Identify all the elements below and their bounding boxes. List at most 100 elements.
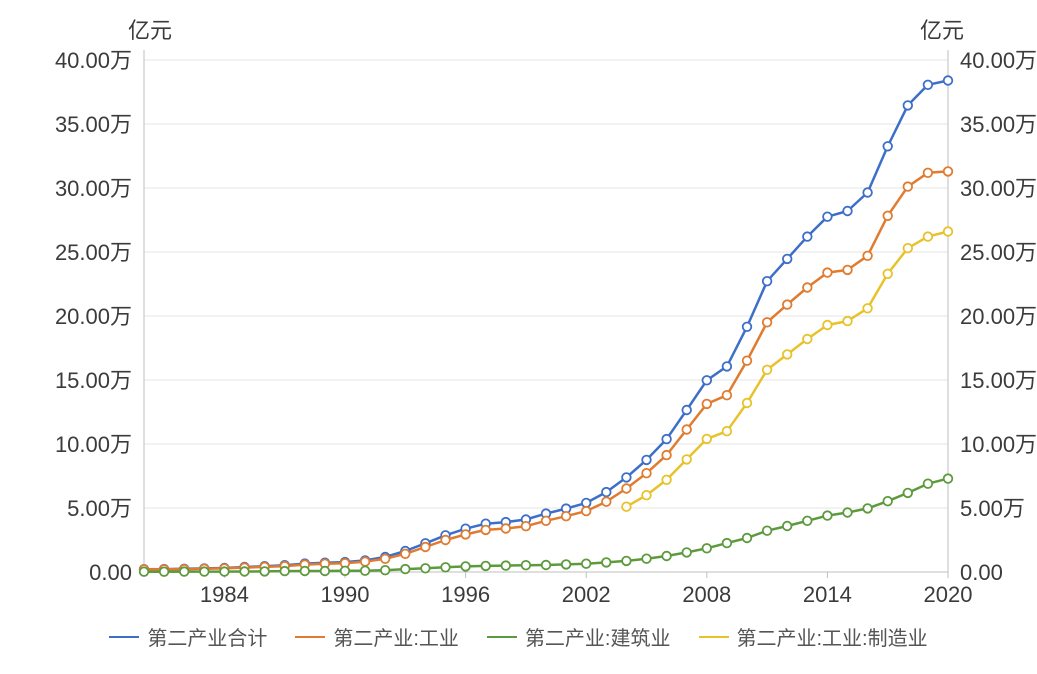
series-marker-total xyxy=(682,406,691,415)
series-marker-total xyxy=(843,207,852,216)
series-marker-construction xyxy=(823,511,832,520)
series-marker-construction xyxy=(883,497,892,506)
series-marker-construction xyxy=(924,479,933,488)
series-marker-industry xyxy=(944,167,953,176)
series-marker-total xyxy=(863,188,872,197)
series-marker-manufacturing xyxy=(944,227,953,236)
series-marker-construction xyxy=(240,567,249,576)
svg-text:40.00万: 40.00万 xyxy=(960,48,1037,73)
series-marker-total xyxy=(622,473,631,482)
series-marker-construction xyxy=(542,561,551,570)
series-marker-total xyxy=(783,255,792,264)
series-marker-construction xyxy=(140,567,149,576)
series-marker-industry xyxy=(542,517,551,526)
series-marker-construction xyxy=(944,474,953,483)
svg-text:亿元: 亿元 xyxy=(920,18,964,43)
legend-swatch xyxy=(109,636,139,638)
series-marker-manufacturing xyxy=(763,366,772,375)
svg-text:0.00: 0.00 xyxy=(89,560,132,585)
series-marker-industry xyxy=(421,543,430,552)
series-marker-industry xyxy=(381,555,390,564)
series-marker-manufacturing xyxy=(843,317,852,326)
series-marker-manufacturing xyxy=(662,476,671,485)
series-marker-industry xyxy=(361,557,370,566)
series-marker-industry xyxy=(502,524,511,533)
series-marker-total xyxy=(944,76,953,85)
series-marker-construction xyxy=(502,561,511,570)
series-marker-manufacturing xyxy=(924,232,933,241)
series-marker-manufacturing xyxy=(863,304,872,313)
series-marker-construction xyxy=(522,561,531,570)
series-marker-total xyxy=(924,81,933,90)
series-marker-construction xyxy=(803,517,812,526)
series-marker-manufacturing xyxy=(904,244,913,253)
series-marker-industry xyxy=(582,507,591,516)
svg-text:10.00万: 10.00万 xyxy=(960,432,1037,457)
svg-text:5.00万: 5.00万 xyxy=(67,496,132,521)
series-marker-construction xyxy=(361,566,370,575)
series-marker-industry xyxy=(743,356,752,365)
series-marker-total xyxy=(743,323,752,332)
svg-text:1984: 1984 xyxy=(200,582,249,607)
series-marker-industry xyxy=(522,522,531,531)
series-marker-industry xyxy=(562,512,571,521)
legend-label: 第二产业合计 xyxy=(147,622,267,651)
svg-text:0.00: 0.00 xyxy=(960,560,1003,585)
series-marker-industry xyxy=(622,484,631,493)
series-marker-construction xyxy=(401,565,410,574)
series-marker-construction xyxy=(301,567,310,576)
series-marker-industry xyxy=(723,391,732,400)
legend-label: 第二产业:工业 xyxy=(333,622,459,651)
series-marker-total xyxy=(723,362,732,371)
svg-text:40.00万: 40.00万 xyxy=(55,48,132,73)
series-marker-industry xyxy=(763,318,772,327)
legend-swatch xyxy=(295,636,325,638)
series-marker-construction xyxy=(622,557,631,566)
series-line-manufacturing xyxy=(626,232,948,507)
svg-text:5.00万: 5.00万 xyxy=(960,496,1025,521)
series-marker-total xyxy=(602,488,611,497)
series-marker-manufacturing xyxy=(783,350,792,359)
series-marker-total xyxy=(662,435,671,444)
svg-text:1990: 1990 xyxy=(321,582,370,607)
series-marker-construction xyxy=(723,539,732,548)
series-marker-construction xyxy=(562,560,571,569)
series-marker-construction xyxy=(280,567,289,576)
svg-text:25.00万: 25.00万 xyxy=(55,240,132,265)
series-marker-total xyxy=(883,142,892,151)
series-marker-construction xyxy=(321,567,330,576)
series-marker-industry xyxy=(461,530,470,539)
svg-text:亿元: 亿元 xyxy=(128,18,172,43)
series-marker-construction xyxy=(180,567,189,576)
svg-text:2002: 2002 xyxy=(562,582,611,607)
series-marker-total xyxy=(703,376,712,385)
svg-text:25.00万: 25.00万 xyxy=(960,240,1037,265)
series-marker-industry xyxy=(883,212,892,221)
series-marker-industry xyxy=(642,469,651,478)
series-marker-construction xyxy=(260,567,269,576)
series-marker-manufacturing xyxy=(723,427,732,436)
series-marker-industry xyxy=(602,497,611,506)
legend-item-total: 第二产业合计 xyxy=(109,622,267,651)
series-marker-construction xyxy=(160,567,169,576)
series-marker-construction xyxy=(602,558,611,567)
series-marker-industry xyxy=(401,550,410,559)
series-marker-industry xyxy=(703,400,712,409)
svg-text:2014: 2014 xyxy=(803,582,852,607)
series-marker-construction xyxy=(341,567,350,576)
series-marker-construction xyxy=(863,504,872,513)
svg-text:15.00万: 15.00万 xyxy=(55,368,132,393)
svg-text:30.00万: 30.00万 xyxy=(55,176,132,201)
series-marker-construction xyxy=(381,566,390,575)
series-marker-total xyxy=(763,277,772,286)
series-marker-construction xyxy=(461,562,470,571)
series-marker-construction xyxy=(763,526,772,535)
series-marker-industry xyxy=(823,268,832,277)
series-marker-manufacturing xyxy=(703,435,712,444)
series-marker-manufacturing xyxy=(803,335,812,344)
svg-text:2020: 2020 xyxy=(924,582,973,607)
legend-item-manufacturing: 第二产业:工业:制造业 xyxy=(699,622,928,651)
series-marker-industry xyxy=(924,169,933,178)
chart-legend: 第二产业合计第二产业:工业第二产业:建筑业第二产业:工业:制造业 xyxy=(0,622,1037,651)
series-marker-manufacturing xyxy=(743,399,752,408)
